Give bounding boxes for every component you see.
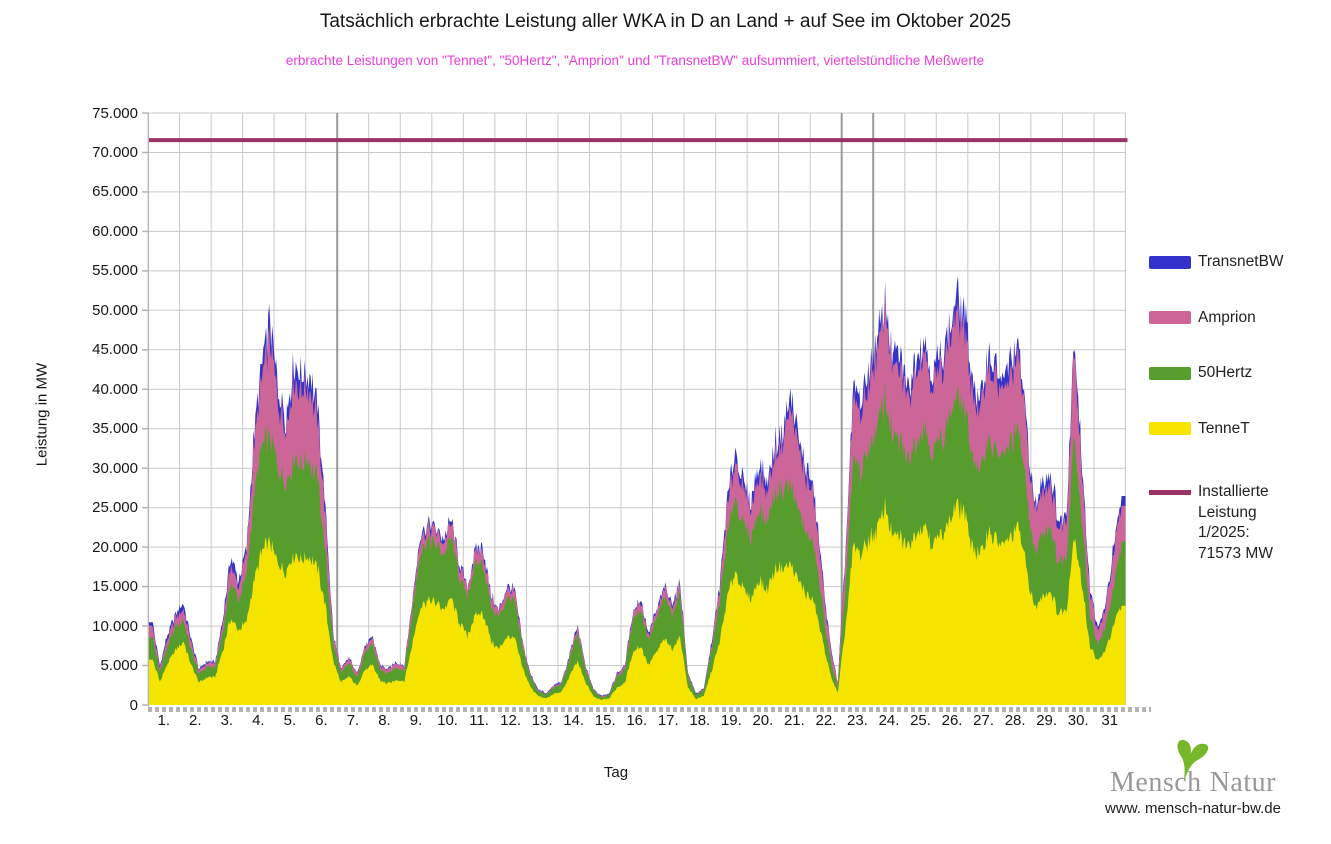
logo-text-natur: Natur (1209, 767, 1276, 798)
y-tick-label: 20.000 (92, 538, 138, 556)
x-tick-label: 12. (500, 712, 522, 729)
x-tick-label: 30. (1067, 712, 1089, 729)
x-tick-label: 10. (437, 712, 458, 729)
legend-swatch (1149, 255, 1191, 269)
legend-label: 50Hertz (1198, 364, 1253, 381)
legend-label: TransnetBW (1198, 253, 1284, 270)
logo-url: www. mensch-natur-bw.de (1105, 800, 1281, 817)
x-tick-label: 21. (783, 712, 805, 729)
x-tick-label: 24. (878, 712, 900, 729)
x-tick-label: 6. (315, 712, 328, 729)
chart-subtitle: erbrachte Leistungen von "Tennet", "50He… (285, 53, 985, 68)
x-tick-label: 20. (752, 712, 774, 729)
x-tick-label: 7. (346, 712, 360, 729)
x-tick-label: 31 (1101, 712, 1119, 729)
y-tick-label: 30.000 (92, 459, 138, 477)
x-tick-label: 15. (594, 712, 616, 729)
chart-title: Tatsächlich erbrachte Leistung aller WKA… (319, 11, 1012, 32)
x-tick-label: 23. (847, 712, 868, 729)
legend-label: TenneT (1198, 419, 1250, 437)
y-tick-label: 25.000 (92, 499, 138, 517)
x-tick-label: 13. (531, 712, 553, 729)
x-tick-label: 4. (252, 712, 265, 729)
x-tick-label: 3. (220, 712, 234, 729)
x-tick-label: 17. (657, 712, 679, 729)
x-tick-label: 19. (720, 712, 742, 729)
x-tick-label: 2. (189, 712, 202, 729)
x-tick-label: 29. (1036, 712, 1058, 729)
x-tick-label: 16. (626, 712, 648, 729)
x-tick-label: 14. (563, 712, 585, 729)
legend-item-amprion: Amprion (1149, 308, 1256, 328)
x-tick-label: 26. (941, 712, 963, 729)
y-tick-label: 75.000 (92, 104, 138, 122)
legend-swatch (1149, 311, 1191, 324)
y-tick-label: 0 (129, 696, 138, 714)
y-tick-label: 15.000 (92, 578, 138, 596)
legend-item-50hertz: 50Hertz (1149, 363, 1252, 383)
x-tick-label: 5. (283, 712, 297, 729)
y-tick-label: 10.000 (92, 617, 138, 635)
ginkgo-leaf-icon (1177, 739, 1208, 783)
y-tick-label: 55.000 (92, 262, 138, 280)
x-tick-label: 18. (689, 712, 711, 729)
area-tennet (148, 496, 1126, 705)
x-tick-label: 8. (378, 712, 391, 729)
legend-label: Amprion (1198, 308, 1256, 326)
x-tick-label: 11. (469, 712, 489, 729)
legend-swatch (1149, 366, 1191, 380)
logo: Mensch Natur www. mensch-natur-bw.de (1085, 736, 1301, 817)
legend-item-transnetbw: TransnetBW (1149, 252, 1284, 272)
y-tick-label: 40.000 (92, 380, 138, 398)
x-tick-label: 25. (910, 712, 931, 729)
legend-item-installed-capacity: Installierte Leistung 1/2025: 71573 MW (1149, 482, 1273, 564)
legend-item-tennet: TenneT (1149, 419, 1250, 439)
x-axis-title: Tag (603, 764, 629, 781)
y-tick-label: 70.000 (92, 143, 138, 161)
y-tick-label: 60.000 (92, 222, 138, 240)
x-tick-label: 28. (1004, 712, 1026, 729)
y-tick-label: 65.000 (92, 183, 138, 201)
legend-line-swatch (1149, 490, 1191, 495)
legend-swatch (1149, 422, 1191, 435)
y-tick-label: 45.000 (92, 341, 138, 359)
x-tick-label: 27. (973, 712, 995, 729)
y-tick-label: 50.000 (92, 301, 138, 319)
y-tick-label: 35.000 (92, 420, 138, 438)
x-tick-label: 1. (157, 712, 171, 729)
x-tick-label: 22. (815, 712, 837, 729)
legend-installed-label: Installierte Leistung 1/2025: 71573 MW (1198, 483, 1273, 562)
y-tick-label: 5.000 (100, 657, 138, 675)
x-tick-label: 9. (409, 712, 423, 729)
